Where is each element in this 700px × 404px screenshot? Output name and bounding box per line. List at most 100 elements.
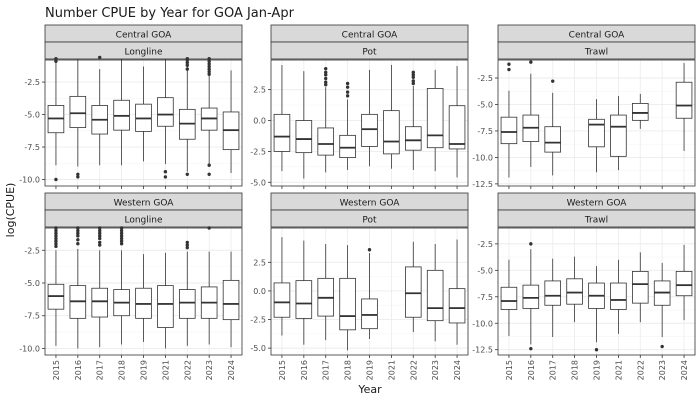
box-iqr bbox=[295, 120, 313, 154]
x-tick-label: 2016 bbox=[300, 360, 309, 380]
box-plot-2023 bbox=[426, 244, 444, 342]
y-tick-label: -12.5 bbox=[472, 346, 493, 355]
outlier-point bbox=[324, 80, 328, 84]
box-plot-2021 bbox=[610, 96, 627, 171]
box-plot-2017 bbox=[317, 66, 335, 173]
outlier-point bbox=[76, 234, 80, 238]
outlier-point bbox=[324, 70, 328, 75]
outlier-point bbox=[76, 231, 80, 235]
x-tick-label: 2022 bbox=[636, 360, 645, 380]
region-strip-label: Western GOA bbox=[340, 199, 401, 209]
box-iqr bbox=[273, 113, 291, 152]
outlier-point bbox=[98, 231, 102, 235]
outlier-point bbox=[345, 90, 350, 94]
outlier-point bbox=[98, 240, 102, 245]
box-iqr bbox=[610, 114, 627, 157]
x-tick-label: 2021 bbox=[387, 360, 396, 380]
outlier-point bbox=[207, 62, 211, 66]
box-iqr bbox=[339, 277, 356, 331]
box-plot-2021 bbox=[610, 259, 627, 334]
y-tick-label: -5.0 bbox=[24, 279, 40, 288]
outlier-point bbox=[98, 236, 102, 241]
box-iqr bbox=[222, 279, 240, 321]
gear-strip-label: Trawl bbox=[584, 48, 608, 58]
gear-strip bbox=[270, 209, 469, 228]
box-iqr bbox=[157, 285, 174, 328]
y-tick-label: 2.5 bbox=[253, 258, 266, 267]
x-tick-label: 2019 bbox=[366, 360, 375, 380]
box-plot-2022 bbox=[404, 241, 422, 333]
box-plot-2024 bbox=[448, 239, 466, 345]
y-tick-label: 0.0 bbox=[253, 117, 266, 126]
box-iqr bbox=[426, 269, 444, 322]
box-plot-2024 bbox=[222, 70, 240, 174]
y-tick-label: -5.0 bbox=[250, 344, 266, 353]
x-tick-label: 2016 bbox=[74, 360, 83, 380]
outlier-point bbox=[54, 231, 58, 235]
box-iqr bbox=[544, 280, 562, 306]
box-plot-2023 bbox=[426, 69, 444, 172]
x-tick-label: 2018 bbox=[118, 360, 127, 380]
gear-strip-label: Longline bbox=[124, 216, 162, 226]
outlier-point bbox=[76, 242, 80, 246]
outlier-point bbox=[345, 85, 350, 89]
outlier-point bbox=[119, 228, 124, 233]
y-tick-label: -2.5 bbox=[477, 74, 493, 83]
outlier-point bbox=[185, 245, 189, 250]
box-plot-2016 bbox=[522, 60, 540, 167]
x-tick-label: 2024 bbox=[227, 360, 236, 380]
box-iqr bbox=[631, 103, 649, 121]
box-plot-2021 bbox=[157, 58, 174, 179]
box-plot-2016 bbox=[295, 71, 313, 179]
outlier-point bbox=[207, 57, 211, 61]
outlier-point bbox=[551, 79, 555, 83]
box-plot-2016 bbox=[69, 58, 87, 179]
outlier-point bbox=[207, 59, 211, 63]
gear-strip-label: Longline bbox=[124, 48, 162, 58]
region-strip-label: Central GOA bbox=[116, 31, 173, 41]
outlier-point bbox=[411, 81, 415, 86]
box-iqr bbox=[361, 113, 378, 147]
gear-strip bbox=[44, 209, 243, 228]
outlier-point bbox=[185, 67, 189, 71]
box-plot-2016 bbox=[522, 242, 540, 351]
outlier-point bbox=[324, 66, 328, 71]
y-axis-title: log(CPUE) bbox=[4, 183, 17, 238]
y-tick-label: -5.0 bbox=[477, 266, 493, 275]
y-tick-label: -7.5 bbox=[24, 143, 40, 152]
x-tick-label: 2018 bbox=[571, 360, 580, 380]
outlier-point bbox=[98, 55, 102, 60]
outlier-point bbox=[54, 59, 58, 63]
x-tick-label: 2021 bbox=[161, 360, 170, 380]
box-plot-2023 bbox=[653, 262, 671, 349]
box-plot-2018 bbox=[339, 245, 356, 351]
box-iqr bbox=[273, 282, 291, 318]
x-tick-label: 2019 bbox=[140, 360, 149, 380]
y-tick-label: -2.5 bbox=[24, 78, 40, 87]
box-iqr bbox=[675, 270, 693, 297]
facet-panel: Western GOA Longline -2.5 -5.0 -7.5 -10.0 2015… bbox=[19, 192, 243, 380]
outlier-point bbox=[54, 236, 58, 241]
box-plot-2019 bbox=[361, 248, 378, 339]
box-plot-2015 bbox=[47, 226, 65, 346]
outlier-point bbox=[324, 83, 328, 87]
box-plot-2024 bbox=[222, 251, 240, 348]
x-tick-label: 2018 bbox=[344, 360, 353, 380]
y-tick-label: -7.5 bbox=[24, 312, 40, 321]
box-plot-2021 bbox=[157, 252, 174, 349]
x-tick-label: 2024 bbox=[680, 360, 689, 380]
box-iqr bbox=[631, 270, 649, 304]
outlier-point bbox=[324, 76, 328, 81]
outlier-point bbox=[76, 238, 80, 242]
outlier-point bbox=[119, 239, 124, 243]
box-iqr bbox=[317, 127, 335, 156]
outlier-point bbox=[185, 243, 189, 247]
box-plot-2017 bbox=[544, 258, 562, 338]
outlier-point bbox=[345, 94, 350, 98]
box-iqr bbox=[157, 97, 174, 127]
x-tick-label: 2023 bbox=[431, 360, 440, 380]
y-tick-label: -5.0 bbox=[250, 178, 266, 187]
outlier-point bbox=[594, 348, 599, 352]
outlier-point bbox=[529, 346, 533, 351]
